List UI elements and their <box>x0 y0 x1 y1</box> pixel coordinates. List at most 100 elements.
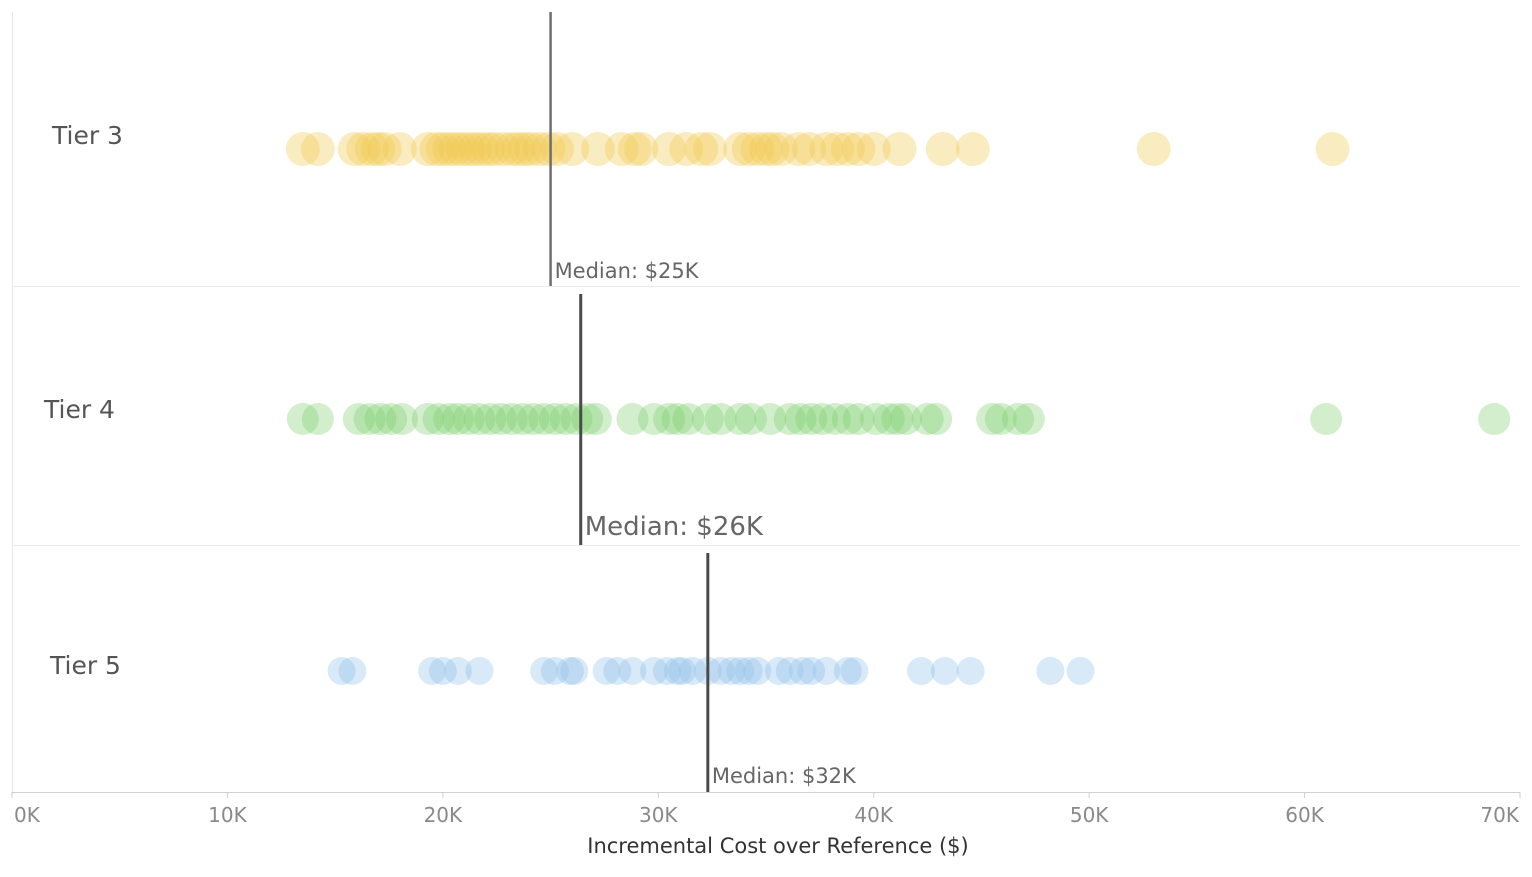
data-point-tier-4 <box>422 403 455 435</box>
data-point-tier-3 <box>531 132 566 166</box>
data-point-tier-4 <box>704 403 737 435</box>
data-point-tier-5 <box>618 657 647 685</box>
data-point-tier-5 <box>428 657 457 685</box>
data-point-tier-5 <box>907 657 936 685</box>
x-tick-label: 10K <box>208 803 247 827</box>
data-point-tier-3 <box>354 132 389 166</box>
data-point-tier-5 <box>540 657 569 685</box>
data-point-tier-3 <box>438 132 473 166</box>
data-point-tier-3 <box>1136 132 1171 166</box>
data-point-tier-5 <box>1036 657 1065 685</box>
data-point-tier-5 <box>726 657 755 685</box>
data-point-tier-5 <box>560 657 589 685</box>
data-point-tier-3 <box>856 132 891 166</box>
data-point-tier-4 <box>976 403 1009 435</box>
data-point-tier-5 <box>327 657 356 685</box>
data-point-tier-3 <box>555 132 590 166</box>
data-point-tier-5 <box>652 657 681 685</box>
x-tick-label: 70K <box>1480 803 1519 827</box>
data-point-tier-4 <box>784 403 817 435</box>
data-point-tier-3 <box>451 132 486 166</box>
data-point-tier-4 <box>734 403 767 435</box>
data-point-tier-4 <box>579 403 612 435</box>
data-point-tier-4 <box>984 403 1017 435</box>
data-point-tier-4 <box>842 403 875 435</box>
data-point-tier-4 <box>353 403 386 435</box>
data-point-tier-3 <box>477 132 512 166</box>
data-point-tier-3 <box>820 132 855 166</box>
x-tick-label: 0K <box>14 803 41 827</box>
data-point-tier-4 <box>818 403 851 435</box>
data-point-tier-3 <box>841 132 876 166</box>
x-tick-label: 30K <box>639 803 678 827</box>
data-point-tier-3 <box>494 132 529 166</box>
data-point-tier-5 <box>734 657 763 685</box>
data-point-tier-5 <box>775 657 804 685</box>
median-label-tier-5: Median: $32K <box>712 764 857 788</box>
data-point-tier-3 <box>624 132 659 166</box>
data-point-tier-4 <box>672 403 705 435</box>
data-point-tier-3 <box>1315 132 1350 166</box>
data-point-tier-5 <box>530 657 559 685</box>
data-point-tier-3 <box>458 132 493 166</box>
data-point-tier-3 <box>361 132 396 166</box>
data-point-tier-4 <box>661 403 694 435</box>
data-point-tier-4 <box>872 403 905 435</box>
data-point-tier-3 <box>604 132 639 166</box>
data-point-tier-3 <box>809 132 844 166</box>
data-point-tier-4 <box>806 403 839 435</box>
data-point-tier-4 <box>571 403 604 435</box>
data-point-tier-3 <box>925 132 960 166</box>
data-point-tier-3 <box>514 132 549 166</box>
data-point-tier-3 <box>731 132 766 166</box>
data-point-tier-3 <box>749 132 783 166</box>
data-point-tier-4 <box>795 403 828 435</box>
data-point-tier-5 <box>555 657 584 685</box>
data-point-tier-5 <box>465 657 494 685</box>
data-point-tier-4 <box>637 403 670 435</box>
data-point-tier-4 <box>754 403 787 435</box>
data-point-tier-3 <box>882 132 917 166</box>
data-point-tier-4 <box>286 403 319 435</box>
data-point-tier-4 <box>560 403 593 435</box>
data-point-tier-4 <box>859 403 892 435</box>
data-point-tier-3 <box>652 132 687 166</box>
data-point-tier-4 <box>441 403 474 435</box>
data-point-tier-4 <box>452 403 485 435</box>
data-point-tier-3 <box>580 132 615 166</box>
data-point-tier-4 <box>890 403 923 435</box>
data-point-tier-4 <box>1002 403 1035 435</box>
data-point-tier-4 <box>411 403 444 435</box>
data-point-tier-3 <box>740 132 775 166</box>
data-point-tier-5 <box>603 657 632 685</box>
data-point-tier-4 <box>301 403 334 435</box>
data-point-tier-3 <box>684 132 719 166</box>
data-point-tier-5 <box>443 657 472 685</box>
data-point-tier-4 <box>495 403 528 435</box>
data-point-tier-4 <box>549 403 582 435</box>
data-point-tier-4 <box>385 403 418 435</box>
data-point-tier-4 <box>724 403 757 435</box>
data-point-tier-3 <box>781 132 816 166</box>
data-point-tier-4 <box>463 403 496 435</box>
data-point-tier-3 <box>692 132 727 166</box>
data-point-tier-5 <box>764 657 793 685</box>
data-point-tier-5 <box>639 657 668 685</box>
row-label-tier-4: Tier 4 <box>43 395 115 424</box>
data-point-tier-3 <box>669 132 704 166</box>
data-point-tier-4 <box>920 403 953 435</box>
data-point-tier-5 <box>840 657 869 685</box>
data-point-tier-4 <box>342 403 375 435</box>
data-point-tier-3 <box>382 132 417 166</box>
data-point-tier-3 <box>432 132 467 166</box>
data-point-tier-5 <box>667 657 696 685</box>
data-point-tier-3 <box>755 132 790 166</box>
data-point-tier-3 <box>540 132 575 166</box>
data-point-tier-3 <box>501 132 536 166</box>
data-point-tier-5 <box>706 657 735 685</box>
data-point-tier-3 <box>723 132 758 166</box>
data-point-tier-3 <box>792 132 827 166</box>
x-tick-label: 50K <box>1070 803 1109 827</box>
